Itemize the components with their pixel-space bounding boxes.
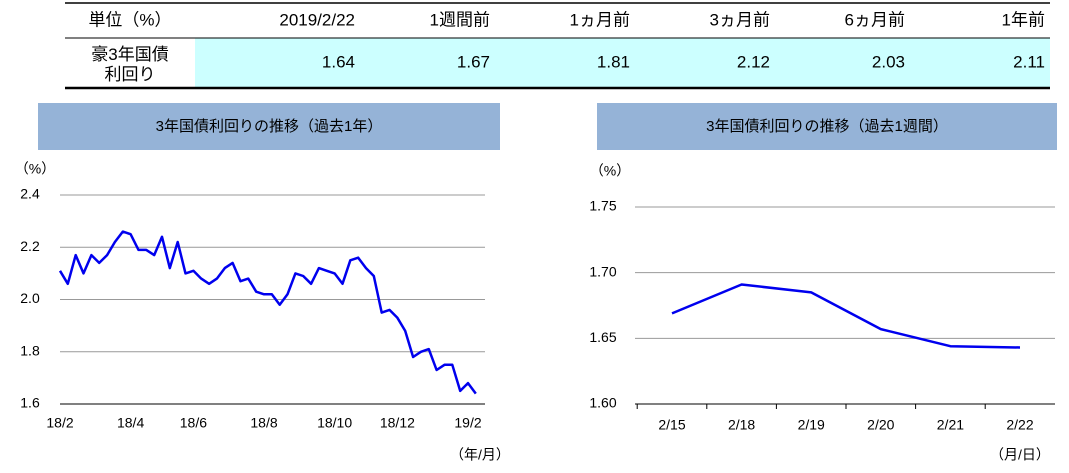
x-tick-label: 18/2 [46, 415, 73, 431]
table-cell: 2.11 [1013, 52, 1045, 71]
table-header: 1年前 [1002, 10, 1045, 29]
table-header: 6ヵ月前 [845, 10, 905, 29]
x-tick-label: 2/19 [798, 417, 825, 433]
table-header: 単位（%） [88, 10, 171, 29]
table-cell: 1.81 [597, 52, 630, 71]
x-axis-unit: （年/月） [450, 447, 510, 463]
x-tick-label: 19/2 [454, 415, 481, 431]
y-tick-label: 1.75 [589, 198, 616, 214]
x-tick-label: 2/20 [867, 417, 894, 433]
y-axis-unit: （%） [15, 161, 55, 177]
table-cell: 1.67 [457, 52, 490, 71]
chart-title: 3年国債利回りの推移（過去1週間） [706, 118, 948, 135]
x-tick-label: 18/8 [250, 415, 277, 431]
x-tick-label: 18/12 [380, 415, 415, 431]
table-cell: 2.12 [737, 52, 770, 71]
y-tick-label: 2.2 [20, 238, 40, 254]
table-header: 1ヵ月前 [570, 10, 630, 29]
x-tick-label: 2/21 [937, 417, 964, 433]
x-tick-label: 2/22 [1006, 417, 1033, 433]
row-label: 豪3年国債 [91, 44, 168, 64]
chart-title-box [38, 103, 500, 150]
y-tick-label: 1.60 [589, 395, 616, 411]
y-tick-label: 1.6 [20, 395, 40, 411]
table-header: 2019/2/22 [279, 10, 355, 29]
y-tick-label: 2.4 [20, 186, 40, 202]
y-tick-label: 1.65 [589, 329, 616, 345]
row-label: 利回り [105, 65, 156, 84]
chart-title-box [597, 103, 1057, 150]
y-tick-label: 2.0 [20, 290, 40, 306]
table-cell: 2.03 [872, 52, 905, 71]
y-tick-label: 1.8 [20, 342, 40, 358]
x-tick-label: 18/4 [117, 415, 144, 431]
y-tick-label: 1.70 [589, 263, 616, 279]
x-tick-label: 2/15 [658, 417, 685, 433]
data-line [58, 230, 477, 395]
table-header: 3ヵ月前 [710, 10, 770, 29]
summary-table: 豪3年国債 利回り 単位（%） 2019/2/22 1週間前 1ヵ月前 3ヵ月前 6ヵ月前… [65, 2, 1050, 90]
data-line [671, 283, 1021, 349]
table-cell: 1.64 [322, 52, 355, 71]
row-background [195, 38, 1050, 88]
x-tick-label: 18/6 [180, 415, 207, 431]
x-tick-label: 2/18 [728, 417, 755, 433]
chart-title: 3年国債利回りの推移（過去1年） [156, 118, 383, 135]
table-header: 1週間前 [430, 10, 490, 29]
x-axis-unit: （月/日） [990, 447, 1050, 463]
y-axis-unit: （%） [590, 163, 630, 179]
x-tick-label: 18/10 [317, 415, 352, 431]
